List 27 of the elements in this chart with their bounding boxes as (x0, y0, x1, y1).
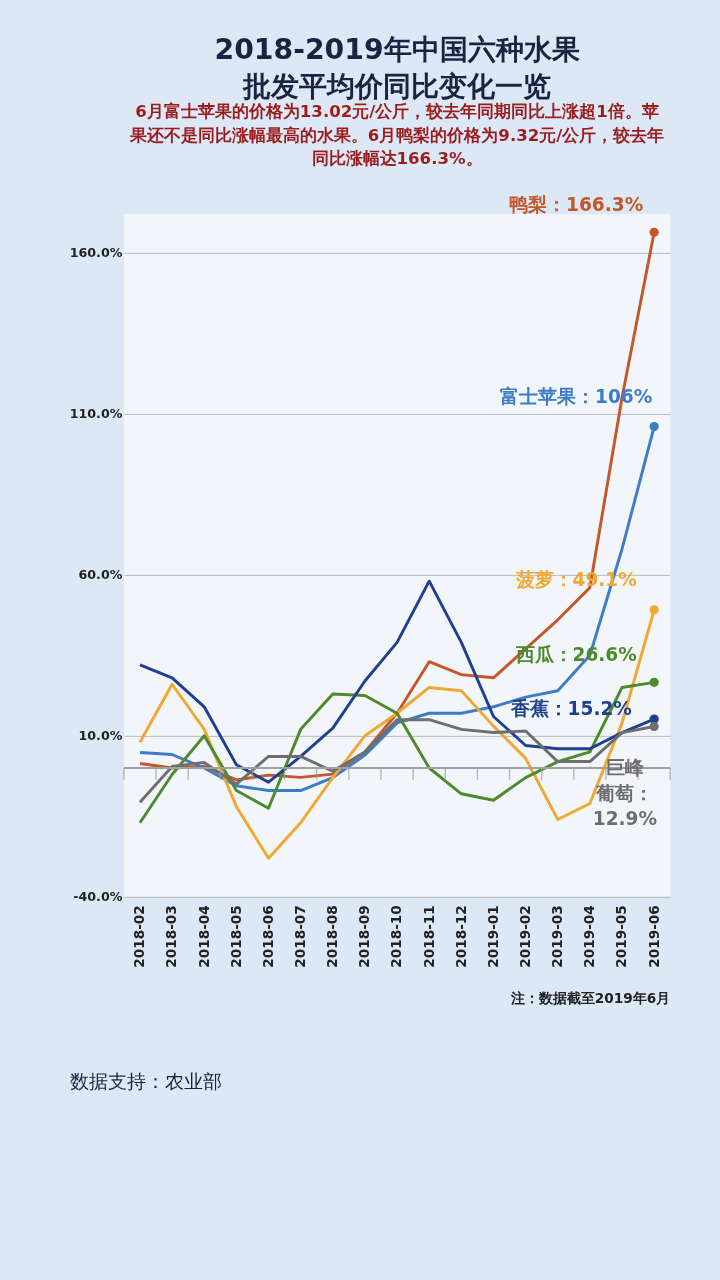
x-tick-label: 2019-05 (613, 905, 630, 968)
y-tick-label: -40.0% (73, 889, 123, 905)
x-tick-label: 2018-10 (388, 905, 405, 968)
x-tick-label: 2019-03 (549, 905, 566, 968)
x-tick-label: 2019-06 (645, 905, 662, 968)
y-tick-label: 110.0% (69, 406, 123, 422)
x-tick-label: 2018-11 (420, 905, 437, 968)
x-tick-label: 2018-03 (163, 905, 180, 968)
x-tick-label: 2018-07 (292, 905, 309, 968)
x-tick-label: 2019-01 (484, 905, 501, 968)
x-tick-label: 2018-02 (131, 905, 148, 968)
chart-subtitle: 6月富士苹果的价格为13.02元/公斤，较去年同期同比上涨超1倍。苹果还不是同比涨幅最高的水果。6月鸭梨的价格为9.32元/公斤，较去年同比涨幅达166.3%。 (128, 102, 665, 169)
x-tick-label: 2018-09 (356, 905, 373, 968)
annotation: 鸭梨：166.3% (509, 193, 644, 215)
chart-title: 2018-2019年中国六种水果批发平均价同比变化一览 (214, 32, 580, 103)
y-tick-label: 160.0% (69, 244, 123, 260)
y-tick-label: 10.0% (78, 728, 123, 744)
x-tick-label: 2018-04 (195, 905, 212, 968)
text: 数据支持：农业部 (70, 1071, 223, 1093)
y-tick-label: 60.0% (78, 567, 123, 583)
x-tick-label: 2019-02 (517, 905, 534, 968)
x-tick-label: 2018-05 (227, 905, 244, 968)
x-tick-label: 2018-06 (259, 905, 276, 968)
x-tick-label: 2019-04 (581, 905, 598, 968)
text: 注：数据截至2019年6月 (509, 990, 671, 1007)
x-tick-label: 2018-12 (452, 905, 469, 968)
x-tick-label: 2018-08 (324, 905, 341, 968)
